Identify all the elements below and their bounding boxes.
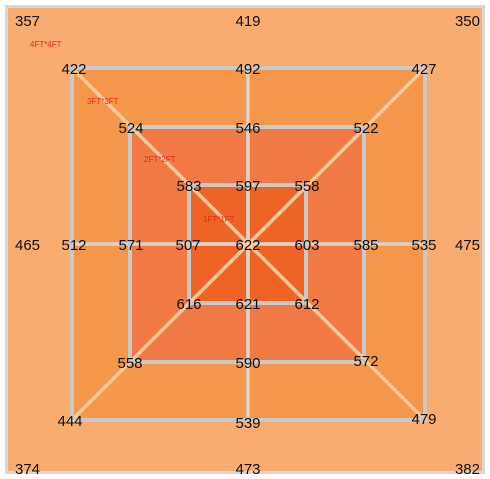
- square-outline-3ft: [128, 125, 366, 364]
- zone-label-4ft: 4FT*4FT: [30, 40, 62, 49]
- value-4ft-top-right: 427: [411, 61, 436, 78]
- value-outer-top-right: 350: [455, 13, 480, 30]
- value-outer-bottom-middle: 473: [235, 461, 260, 478]
- value-3ft-bottom-right: 572: [353, 353, 378, 370]
- value-2ft-left-middle: 507: [175, 237, 200, 254]
- value-4ft-bottom-middle: 539: [235, 415, 260, 432]
- value-outer-bottom-right: 382: [455, 461, 480, 478]
- value-3ft-right-middle: 585: [353, 237, 378, 254]
- value-4ft-bottom-right: 479: [411, 411, 436, 428]
- value-center: 622: [235, 237, 260, 254]
- value-2ft-bottom-right: 612: [294, 296, 319, 313]
- value-4ft-top-middle: 492: [235, 61, 260, 78]
- value-2ft-bottom-middle: 621: [235, 296, 260, 313]
- value-2ft-bottom-left: 616: [176, 296, 201, 313]
- value-2ft-top-left: 583: [176, 178, 201, 195]
- value-outer-top-middle: 419: [235, 13, 260, 30]
- value-3ft-bottom-middle: 590: [235, 355, 260, 372]
- value-4ft-left-middle: 512: [61, 237, 86, 254]
- value-2ft-top-middle: 597: [235, 178, 260, 195]
- value-3ft-top-middle: 546: [235, 120, 260, 137]
- value-outer-top-left: 357: [15, 13, 40, 30]
- value-2ft-top-right: 558: [294, 178, 319, 195]
- value-outer-right-middle: 475: [455, 237, 480, 254]
- square-outline-4ft: [70, 66, 427, 422]
- value-3ft-top-right: 522: [353, 120, 378, 137]
- value-4ft-bottom-left: 444: [57, 413, 82, 430]
- zone-label-3ft: 3FT*3FT: [87, 97, 119, 106]
- value-3ft-bottom-left: 558: [117, 355, 142, 372]
- value-4ft-top-left: 422: [61, 61, 86, 78]
- value-outer-left-middle: 465: [15, 237, 40, 254]
- value-outer-bottom-left: 374: [15, 461, 40, 478]
- value-4ft-right-middle: 535: [411, 237, 436, 254]
- zone-label-1ft: 1FT*1FT: [203, 215, 235, 224]
- value-2ft-right-middle: 603: [294, 237, 319, 254]
- value-3ft-top-left: 524: [118, 120, 143, 137]
- zone-label-2ft: 2FT*2FT: [144, 155, 176, 164]
- square-outline-2ft: [187, 183, 308, 305]
- value-3ft-left-middle: 571: [118, 237, 143, 254]
